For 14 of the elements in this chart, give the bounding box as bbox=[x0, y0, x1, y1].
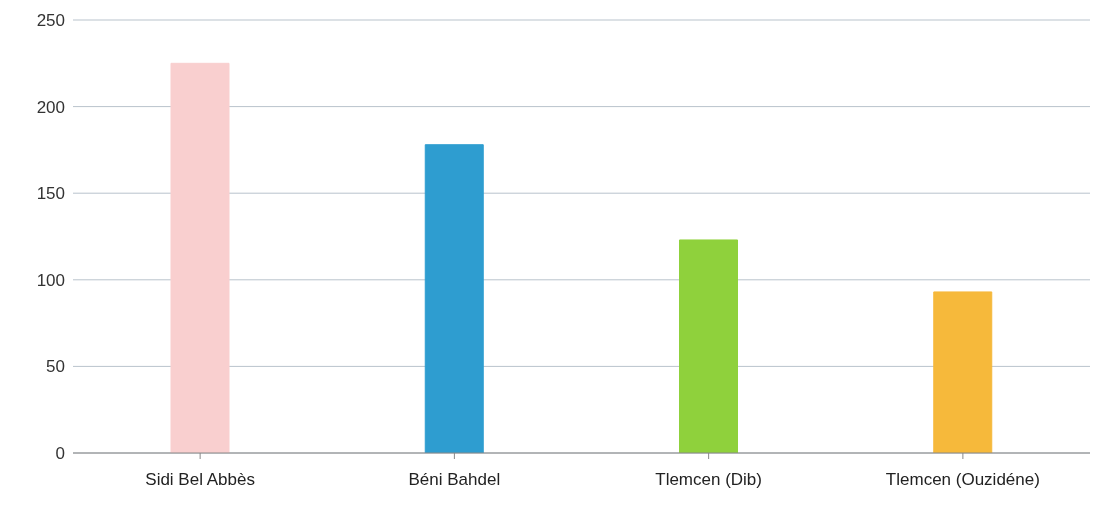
y-tick-label: 200 bbox=[36, 97, 65, 117]
bar bbox=[170, 62, 230, 453]
x-tick-label: Béni Bahdel bbox=[408, 470, 501, 490]
y-tick-label: 150 bbox=[36, 184, 65, 204]
y-tick-label: 100 bbox=[36, 270, 65, 290]
bar bbox=[679, 239, 738, 453]
y-tick-label: 250 bbox=[36, 11, 65, 31]
x-tick-label: Tlemcen (Ouzidéne) bbox=[885, 470, 1040, 490]
bar bbox=[933, 291, 993, 453]
x-tick-label: Sidi Bel Abbès bbox=[145, 470, 255, 490]
y-tick-label: 50 bbox=[46, 357, 65, 377]
x-tick-label: Tlemcen (Dib) bbox=[655, 470, 762, 490]
bar bbox=[424, 144, 484, 453]
y-tick-label: 0 bbox=[55, 444, 65, 464]
